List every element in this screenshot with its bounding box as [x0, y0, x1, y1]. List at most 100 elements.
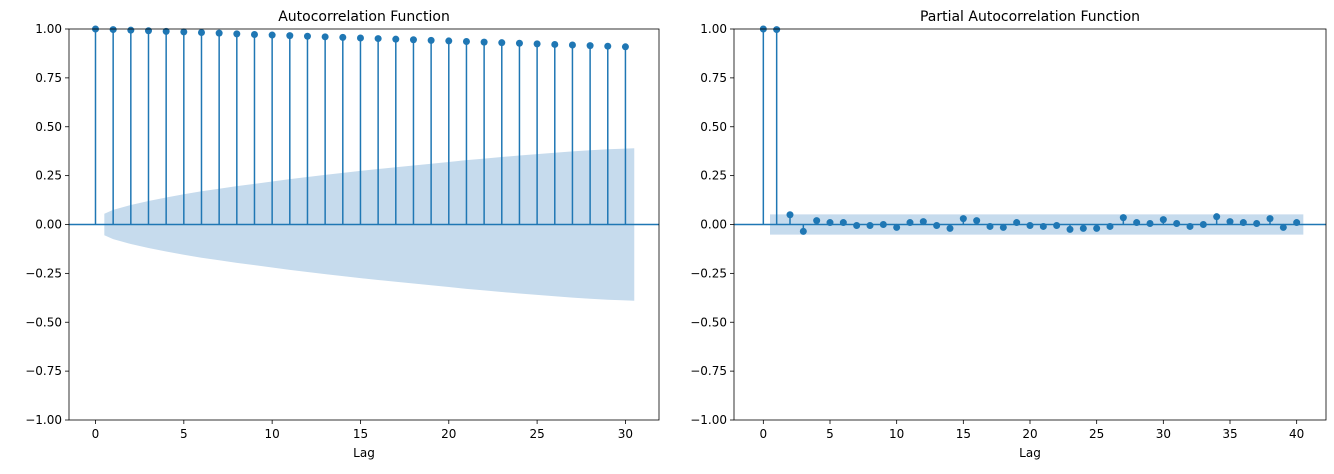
pacf-title: Partial Autocorrelation Function [920, 9, 1140, 25]
pacf-point-13 [933, 221, 941, 229]
pacf-point-40 [1293, 219, 1301, 227]
acf-xtick-label: 25 [529, 427, 544, 441]
acf-point-12 [303, 32, 311, 40]
acf-point-6 [197, 29, 205, 37]
pacf-point-17 [986, 222, 994, 230]
pacf-point-5 [826, 219, 834, 227]
acf-point-7 [215, 29, 223, 37]
pacf-point-33 [1199, 221, 1207, 228]
acf-point-15 [356, 34, 364, 42]
pacf-point-6 [839, 219, 847, 227]
pacf-point-10 [893, 223, 901, 231]
pacf-point-26 [1106, 222, 1114, 230]
pacf-point-23 [1066, 225, 1074, 233]
pacf-xtick-label: 40 [1289, 427, 1304, 441]
pacf-plot-area [734, 29, 1326, 235]
acf-ytick-label: −0.25 [25, 266, 62, 280]
acf-ytick-label: 0.50 [35, 120, 62, 134]
acf-point-2 [127, 26, 135, 34]
acf-point-24 [515, 39, 523, 47]
acf-panel: Autocorrelation Function Lag −1.00 −0.75 −… [25, 9, 660, 460]
pacf-point-16 [973, 217, 981, 225]
pacf-ytick-label: 0.50 [700, 120, 727, 134]
pacf-point-22 [1053, 221, 1061, 229]
acf-point-20 [445, 37, 453, 45]
acf-point-22 [480, 38, 488, 46]
pacf-point-12 [919, 218, 927, 226]
acf-point-27 [568, 41, 576, 49]
pacf-point-29 [1146, 220, 1154, 228]
pacf-point-30 [1159, 216, 1167, 224]
acf-xtick-label: 0 [92, 427, 100, 441]
pacf-point-2 [786, 211, 794, 219]
acf-ytick-label: 1.00 [35, 22, 62, 36]
pacf-point-11 [906, 219, 914, 227]
acf-point-13 [321, 33, 329, 41]
pacf-ytick-label: −0.75 [690, 364, 727, 378]
acf-plot-area [69, 29, 659, 301]
pacf-ytick-label: 0.75 [700, 71, 727, 85]
pacf-xtick-label: 30 [1156, 427, 1171, 441]
pacf-point-7 [853, 221, 861, 229]
pacf-point-18 [999, 223, 1007, 231]
pacf-ytick-label: 1.00 [700, 22, 727, 36]
acf-point-17 [392, 35, 400, 43]
pacf-point-37 [1253, 220, 1261, 228]
pacf-point-1 [773, 26, 781, 34]
pacf-point-25 [1093, 224, 1101, 232]
acf-point-10 [268, 31, 276, 39]
acf-point-9 [250, 30, 258, 38]
acf-point-8 [233, 30, 241, 38]
acf-point-28 [586, 42, 594, 50]
pacf-point-34 [1213, 213, 1221, 221]
acf-ytick-label: −0.50 [25, 315, 62, 329]
acf-point-14 [339, 33, 347, 41]
acf-ytick-label: 0.75 [35, 71, 62, 85]
acf-title: Autocorrelation Function [278, 9, 450, 25]
acf-xtick-label: 5 [180, 427, 188, 441]
acf-xtick-label: 15 [353, 427, 368, 441]
pacf-ytick-label: −0.25 [690, 266, 727, 280]
pacf-point-3 [799, 227, 807, 235]
pacf-point-8 [866, 221, 874, 229]
acf-ytick-label: 0.25 [35, 169, 62, 183]
pacf-xtick-label: 5 [826, 427, 834, 441]
acf-point-30 [621, 43, 629, 51]
acf-point-4 [162, 27, 170, 35]
pacf-point-39 [1279, 223, 1287, 231]
acf-point-11 [286, 32, 294, 40]
acf-xtick-label: 20 [441, 427, 456, 441]
acf-point-18 [409, 36, 417, 44]
acf-point-25 [533, 40, 541, 48]
acf-point-3 [144, 27, 152, 35]
pacf-point-14 [946, 224, 954, 232]
acf-xtick-label: 30 [618, 427, 633, 441]
pacf-xtick-label: 10 [889, 427, 904, 441]
pacf-xtick-label: 20 [1022, 427, 1037, 441]
acf-xlabel: Lag [353, 446, 375, 460]
acf-point-5 [180, 28, 188, 36]
acf-ytick-label: −1.00 [25, 413, 62, 427]
pacf-xlabel: Lag [1019, 446, 1041, 460]
pacf-point-27 [1119, 214, 1127, 222]
pacf-xtick-label: 15 [956, 427, 971, 441]
pacf-point-4 [813, 217, 821, 225]
acf-point-29 [604, 42, 612, 50]
pacf-ytick-label: 0.00 [700, 218, 727, 232]
pacf-point-15 [959, 215, 967, 223]
acf-xtick-label: 10 [265, 427, 280, 441]
pacf-point-9 [879, 221, 887, 228]
pacf-point-28 [1133, 219, 1141, 227]
pacf-xtick-label: 25 [1089, 427, 1104, 441]
pacf-xtick-label: 0 [760, 427, 768, 441]
pacf-point-20 [1026, 221, 1034, 229]
pacf-panel: Partial Autocorrelation Function Lag −1.… [690, 9, 1327, 460]
pacf-point-38 [1266, 215, 1274, 223]
pacf-ytick-label: 0.25 [700, 169, 727, 183]
acf-ytick-label: −0.75 [25, 364, 62, 378]
pacf-point-21 [1039, 222, 1047, 230]
acf-point-21 [462, 38, 470, 46]
pacf-ytick-label: −1.00 [690, 413, 727, 427]
acf-ytick-label: 0.00 [35, 218, 62, 232]
